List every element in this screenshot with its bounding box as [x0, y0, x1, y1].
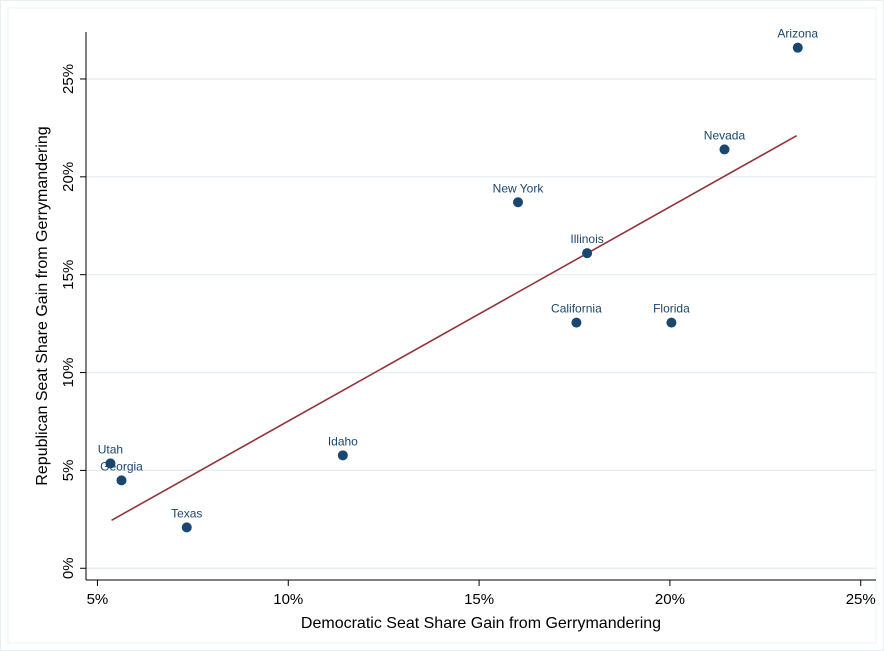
x-axis-label: Democratic Seat Share Gain from Gerryman…: [301, 615, 661, 632]
y-tick-label: 25%: [60, 64, 77, 94]
point: [337, 450, 348, 461]
point-label: Idaho: [328, 434, 358, 448]
point-label: Arizona: [777, 27, 818, 41]
y-tick-label: 20%: [60, 162, 77, 192]
point-label: Nevada: [704, 128, 746, 142]
point-label: Florida: [653, 302, 690, 316]
point: [792, 42, 803, 53]
y-axis-label: Republican Seat Share Gain from Gerryman…: [34, 126, 51, 485]
x-tick-label: 5%: [87, 591, 109, 608]
point: [666, 317, 677, 328]
y-tick-label: 10%: [60, 358, 77, 388]
fit-line: [111, 135, 798, 522]
point-label: Illinois: [570, 232, 603, 246]
y-tick-label: 0%: [60, 557, 77, 579]
point-label: New York: [493, 181, 545, 195]
point: [181, 522, 192, 533]
x-tick-label: 25%: [846, 591, 876, 608]
x-tick-label: 15%: [464, 591, 494, 608]
point-label: Texas: [171, 506, 202, 520]
point-label: Georgia: [100, 459, 143, 473]
point-label: California: [551, 302, 602, 316]
point: [105, 458, 116, 469]
y-tick-label: 5%: [60, 460, 77, 482]
x-tick-label: 20%: [655, 591, 685, 608]
point: [116, 475, 127, 486]
point: [582, 248, 593, 259]
point: [571, 317, 582, 328]
plot-region: [7, 7, 877, 644]
x-tick-label: 10%: [273, 591, 303, 608]
y-tick-label: 15%: [60, 260, 77, 290]
point: [719, 144, 730, 155]
point-label: Utah: [98, 442, 123, 456]
point: [513, 197, 524, 208]
